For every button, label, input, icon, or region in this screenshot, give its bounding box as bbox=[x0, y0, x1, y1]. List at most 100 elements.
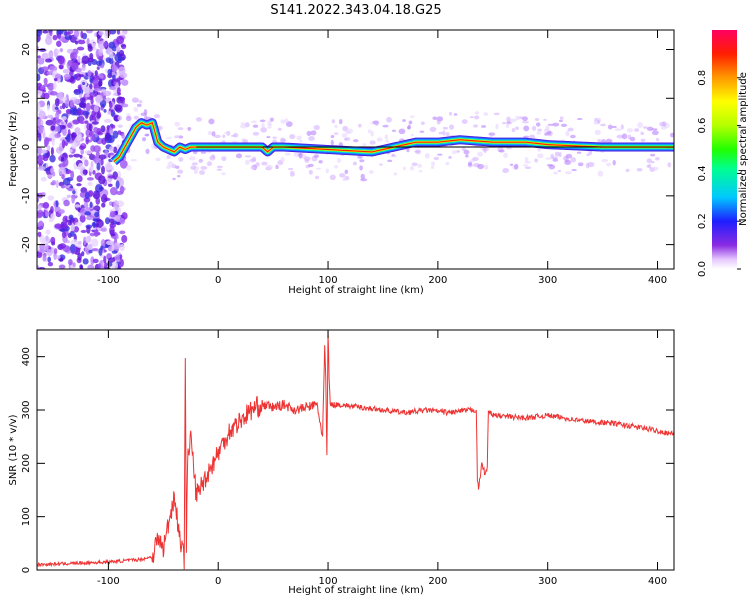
heatmap-halo-blob bbox=[176, 174, 181, 178]
heatmap-noise-blob bbox=[117, 115, 122, 121]
heatmap-halo-blob bbox=[175, 165, 180, 169]
heatmap-noise-blob bbox=[86, 215, 93, 221]
heatmap-halo-blob bbox=[597, 138, 602, 143]
heatmap-halo-blob bbox=[660, 126, 667, 130]
heatmap-halo-blob bbox=[524, 157, 529, 162]
heatmap-noise-blob bbox=[37, 156, 43, 162]
heatmap-noise-blob bbox=[81, 55, 90, 65]
heatmap-halo-blob bbox=[178, 157, 184, 162]
heatmap-noise-blob bbox=[119, 258, 124, 268]
heatmap-halo-blob bbox=[200, 165, 208, 170]
heatmap-noise-blob bbox=[98, 175, 106, 185]
heatmap-noise-blob bbox=[80, 229, 87, 233]
heatmap-noise-blob bbox=[59, 48, 63, 53]
colorbar-tick-label: 0.2 bbox=[697, 213, 708, 229]
heatmap-noise-blob bbox=[107, 261, 113, 267]
heatmap-noise-blob bbox=[50, 206, 54, 214]
heatmap-noise-blob bbox=[81, 251, 85, 257]
heatmap-noise-blob bbox=[97, 263, 102, 269]
heatmap-halo-blob bbox=[511, 128, 516, 133]
heatmap-noise-blob bbox=[61, 174, 65, 180]
heatmap-noise-blob bbox=[112, 92, 118, 97]
heatmap-halo-blob bbox=[483, 112, 489, 116]
heatmap-halo-blob bbox=[177, 127, 184, 130]
heatmap-halo-blob bbox=[488, 132, 496, 136]
heatmap-noise-blob bbox=[51, 180, 57, 186]
heatmap-noise-blob bbox=[71, 62, 79, 71]
heatmap-halo-blob bbox=[430, 165, 435, 170]
heatmap-noise-blob bbox=[63, 73, 71, 80]
heatmap-noise-blob bbox=[103, 41, 108, 48]
heatmap-noise-blob bbox=[88, 190, 94, 197]
heatmap-noise-blob bbox=[59, 258, 64, 262]
heatmap-halo-blob bbox=[570, 157, 577, 163]
heatmap-noise-blob bbox=[54, 97, 60, 107]
heatmap-noise-blob bbox=[37, 55, 41, 59]
heatmap-noise-blob bbox=[59, 105, 63, 110]
heatmap-noise-blob bbox=[107, 68, 113, 76]
heatmap-halo-blob bbox=[612, 159, 616, 166]
heatmap-noise-blob bbox=[84, 159, 89, 167]
heatmap-halo-blob bbox=[325, 168, 329, 174]
heatmap-noise-blob bbox=[41, 66, 49, 72]
heatmap-noise-blob bbox=[76, 183, 82, 187]
heatmap-halo-blob bbox=[522, 116, 528, 122]
heatmap-halo-blob bbox=[448, 155, 452, 159]
heatmap-noise-blob bbox=[87, 57, 94, 63]
heatmap-noise-blob bbox=[117, 130, 122, 135]
heatmap-halo-blob bbox=[339, 173, 346, 178]
heatmap-noise-blob bbox=[72, 108, 80, 116]
heatmap-noise-blob bbox=[114, 254, 121, 262]
heatmap-halo-blob bbox=[193, 170, 198, 175]
heatmap-noise-blob bbox=[39, 234, 45, 243]
heatmap-halo-blob bbox=[477, 151, 484, 157]
heatmap-halo-blob bbox=[409, 165, 415, 171]
heatmap-noise-blob bbox=[87, 264, 95, 269]
heatmap-noise-blob bbox=[57, 209, 65, 214]
heatmap-noise-blob bbox=[77, 39, 86, 45]
heatmap-noise-blob bbox=[78, 133, 82, 138]
heatmap-halo-blob bbox=[177, 169, 184, 174]
heatmap-noise-blob bbox=[60, 156, 65, 162]
heatmap-halo-blob bbox=[544, 132, 548, 136]
heatmap-halo-blob bbox=[515, 126, 519, 131]
heatmap-halo-blob bbox=[474, 111, 480, 115]
heatmap-noise-blob bbox=[120, 103, 129, 108]
heatmap-halo-blob bbox=[576, 151, 582, 154]
heatmap-halo-blob bbox=[252, 131, 260, 136]
heatmap-noise-blob bbox=[88, 166, 94, 173]
heatmap-noise-blob bbox=[39, 243, 46, 251]
heatmap-halo-blob bbox=[594, 129, 601, 136]
heatmap-noise-blob bbox=[92, 190, 101, 200]
heatmap-noise-blob bbox=[105, 240, 114, 246]
heatmap-noise-blob bbox=[42, 83, 51, 87]
heatmap-noise-blob bbox=[75, 221, 83, 227]
heatmap-noise-blob bbox=[84, 86, 91, 95]
heatmap-halo-blob bbox=[616, 134, 624, 139]
heatmap-halo-blob bbox=[306, 130, 312, 137]
heatmap-halo-blob bbox=[646, 126, 654, 131]
heatmap-noise-blob bbox=[37, 196, 40, 203]
heatmap-noise-blob bbox=[84, 211, 91, 216]
heatmap-halo-blob bbox=[411, 162, 418, 167]
heatmap-noise-blob bbox=[69, 243, 76, 253]
y-tick-label: 0 bbox=[21, 567, 32, 573]
heatmap-noise-blob bbox=[95, 151, 101, 161]
heatmap-noise-blob bbox=[95, 94, 103, 103]
heatmap-noise-blob bbox=[86, 30, 93, 34]
heatmap-halo-blob bbox=[374, 120, 379, 126]
heatmap-halo-blob bbox=[390, 155, 398, 158]
heatmap-noise-blob bbox=[73, 30, 80, 38]
heatmap-noise-blob bbox=[98, 48, 104, 57]
spectrogram-frame bbox=[36, 29, 675, 270]
heatmap-noise-blob bbox=[69, 149, 73, 153]
heatmap-halo-blob bbox=[431, 161, 436, 166]
heatmap-noise-blob bbox=[55, 180, 59, 189]
heatmap-halo-blob bbox=[667, 162, 672, 168]
heatmap-noise-blob bbox=[119, 230, 126, 235]
heatmap-noise-blob bbox=[56, 40, 62, 47]
heatmap-halo-blob bbox=[543, 118, 547, 121]
heatmap-noise-blob bbox=[115, 104, 123, 113]
heatmap-noise-blob bbox=[50, 146, 54, 156]
